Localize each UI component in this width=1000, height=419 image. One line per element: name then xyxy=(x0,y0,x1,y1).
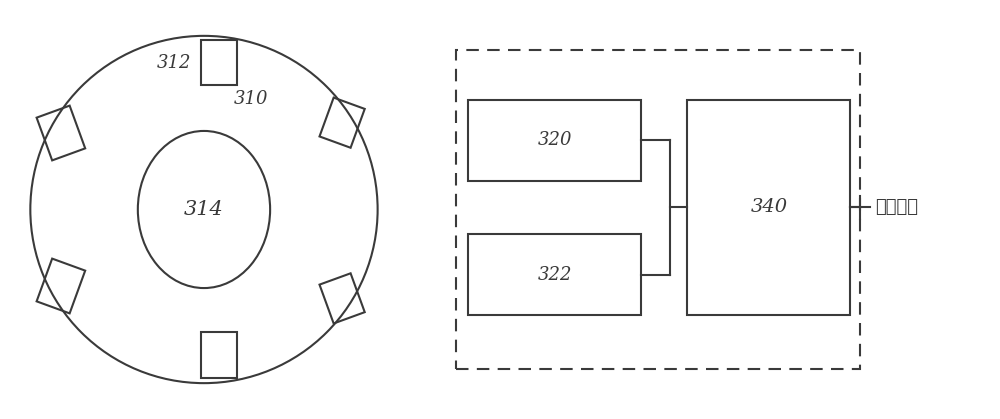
Bar xyxy=(456,50,860,369)
Text: 312: 312 xyxy=(157,54,191,72)
Bar xyxy=(687,100,850,315)
Text: 314: 314 xyxy=(184,200,224,219)
Text: 320: 320 xyxy=(538,131,572,149)
Bar xyxy=(468,100,641,181)
Text: 踏频信号: 踏频信号 xyxy=(875,199,918,217)
Text: 322: 322 xyxy=(538,266,572,284)
Bar xyxy=(468,234,641,315)
Text: 340: 340 xyxy=(750,199,787,217)
Text: 310: 310 xyxy=(234,91,268,109)
